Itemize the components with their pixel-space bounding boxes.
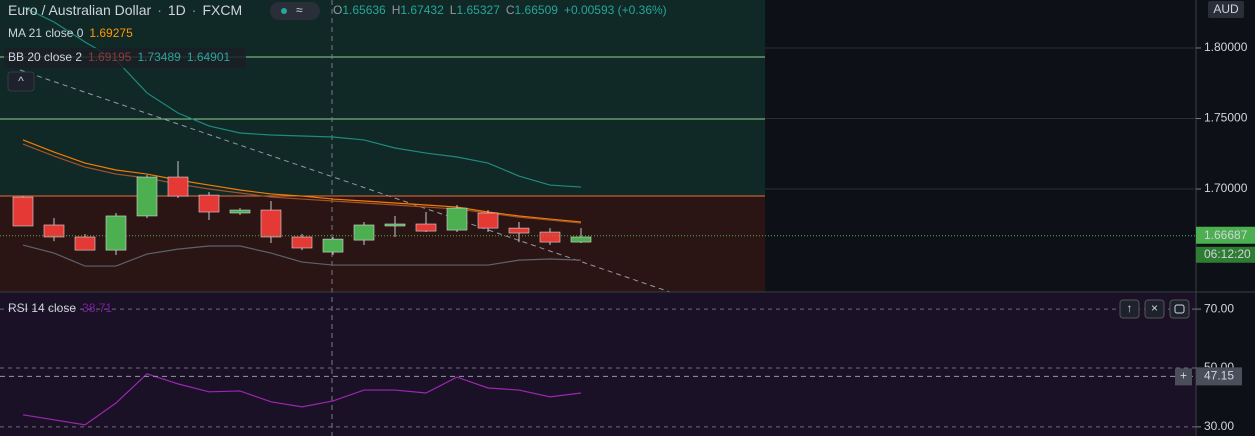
pane-up-icon: ↑ [1127,301,1133,315]
countdown-box [1196,246,1255,263]
candle-body [384,223,406,227]
rsi-legend: RSI 14 close 38.71 [8,301,112,315]
y-tick-label: 70.00 [1204,301,1234,315]
ohlc-key: H [392,3,401,17]
candle-body [105,215,127,251]
y-tick-label: 30.00 [1204,419,1234,433]
candle-body [570,236,592,243]
sep: · [157,2,162,18]
indicator-value: 1.69275 [89,26,133,40]
candle-body [260,209,282,238]
exchange: FXCM [202,2,242,18]
candle-body [74,236,96,251]
currency-badge[interactable] [1208,1,1244,18]
status-dot [281,8,287,14]
rsi-background [0,293,1196,436]
crosshair-label: 47.15 [1204,369,1234,383]
y-tick-label: 1.75000 [1204,111,1248,125]
indicator-line [22,244,582,267]
sep: · [192,2,197,18]
candle-body [508,227,530,234]
zone-upper [0,0,765,196]
overlay: Euro / Australian Dollar · 1D · FXCM ≈ O1.65… [4,1,1244,319]
ohlc-key: L [450,3,457,17]
candle-body [446,207,468,231]
indicator-value: 1.69195 [88,50,132,64]
rsi-line [22,373,582,426]
candle-body [477,212,499,229]
symbol-title: Euro / Australian Dollar · 1D · FXCM [8,2,242,18]
ohlc-key: O [333,3,342,17]
candle-body [353,224,375,241]
ohlc-value: 1.65636 [342,3,386,17]
change: +0.00593 (+0.36%) [564,3,667,17]
pane-maximize-icon [1174,304,1185,314]
rsi-value: 38.71 [82,301,112,315]
candle-body [291,236,313,249]
y-tick-label: 1.80000 [1204,40,1248,54]
candle-body [539,231,561,243]
y-tick-label: 1.70000 [1204,181,1248,195]
trend-line [19,69,671,293]
ohlc-key: C [506,3,515,17]
zone-lower [0,196,765,292]
candle-body [136,176,158,217]
crosshair-box [1196,367,1242,386]
ohlc-value: 1.65327 [456,3,500,17]
collapse-icon: ^ [18,74,24,88]
collapse-button[interactable] [7,71,35,92]
candle-body [198,194,220,213]
indicator-name: BB 20 close 2 [8,50,82,64]
ohlc-value: 1.67432 [400,3,444,17]
rsi-name: RSI 14 close [8,301,76,315]
ohlc-value: 1.66509 [515,3,559,17]
candle-body [167,176,189,197]
candle-body [415,223,437,232]
pane-buttons: ↑ × [1119,299,1190,319]
ohlc-legend: O1.65636 H1.67432 L1.65327 C1.66509 +0.00593… [333,3,667,17]
candle-body [322,238,344,253]
indicator-legend: MA 21 close 0 1.69275 [8,26,133,40]
last-price-label: 1.66687 [1204,228,1248,242]
pane-close-icon: × [1151,301,1158,315]
pane-up-button[interactable] [1119,299,1140,319]
candle-body [12,196,34,227]
pane-maximize-button[interactable] [1169,299,1190,319]
indicator-value: 1.64901 [187,50,231,64]
ohlc-text: O1.65636 H1.67432 L1.65327 C1.66509 +0.00593… [333,3,667,17]
indicator-legend: BB 20 close 2 1.69195 1.73489 1.64901 [8,50,231,64]
plot: 1.800001.750001.7000070.0050.0030.001.66… [0,6,1255,433]
crosshair-plus-box [1175,368,1192,386]
interval: 1D [168,2,186,18]
candle-body [43,224,65,238]
crosshair-plus: + [1180,369,1187,383]
indicator-value: 1.73489 [137,50,181,64]
pane-close-button[interactable] [1144,299,1165,319]
status-icon: ≈ [296,3,303,17]
indicator-name: MA 21 close 0 [8,26,84,40]
status-pill[interactable] [270,2,320,20]
symbol: Euro / Australian Dollar [8,2,152,18]
candle-body [229,209,251,214]
indicator-legends: MA 21 close 0 1.69275 BB 20 close 2 1.69195… [8,26,231,315]
countdown-label: 06:12:20 [1204,247,1251,261]
legend-bg [4,48,246,68]
last-price-box [1196,226,1255,244]
currency: AUD [1213,2,1239,16]
